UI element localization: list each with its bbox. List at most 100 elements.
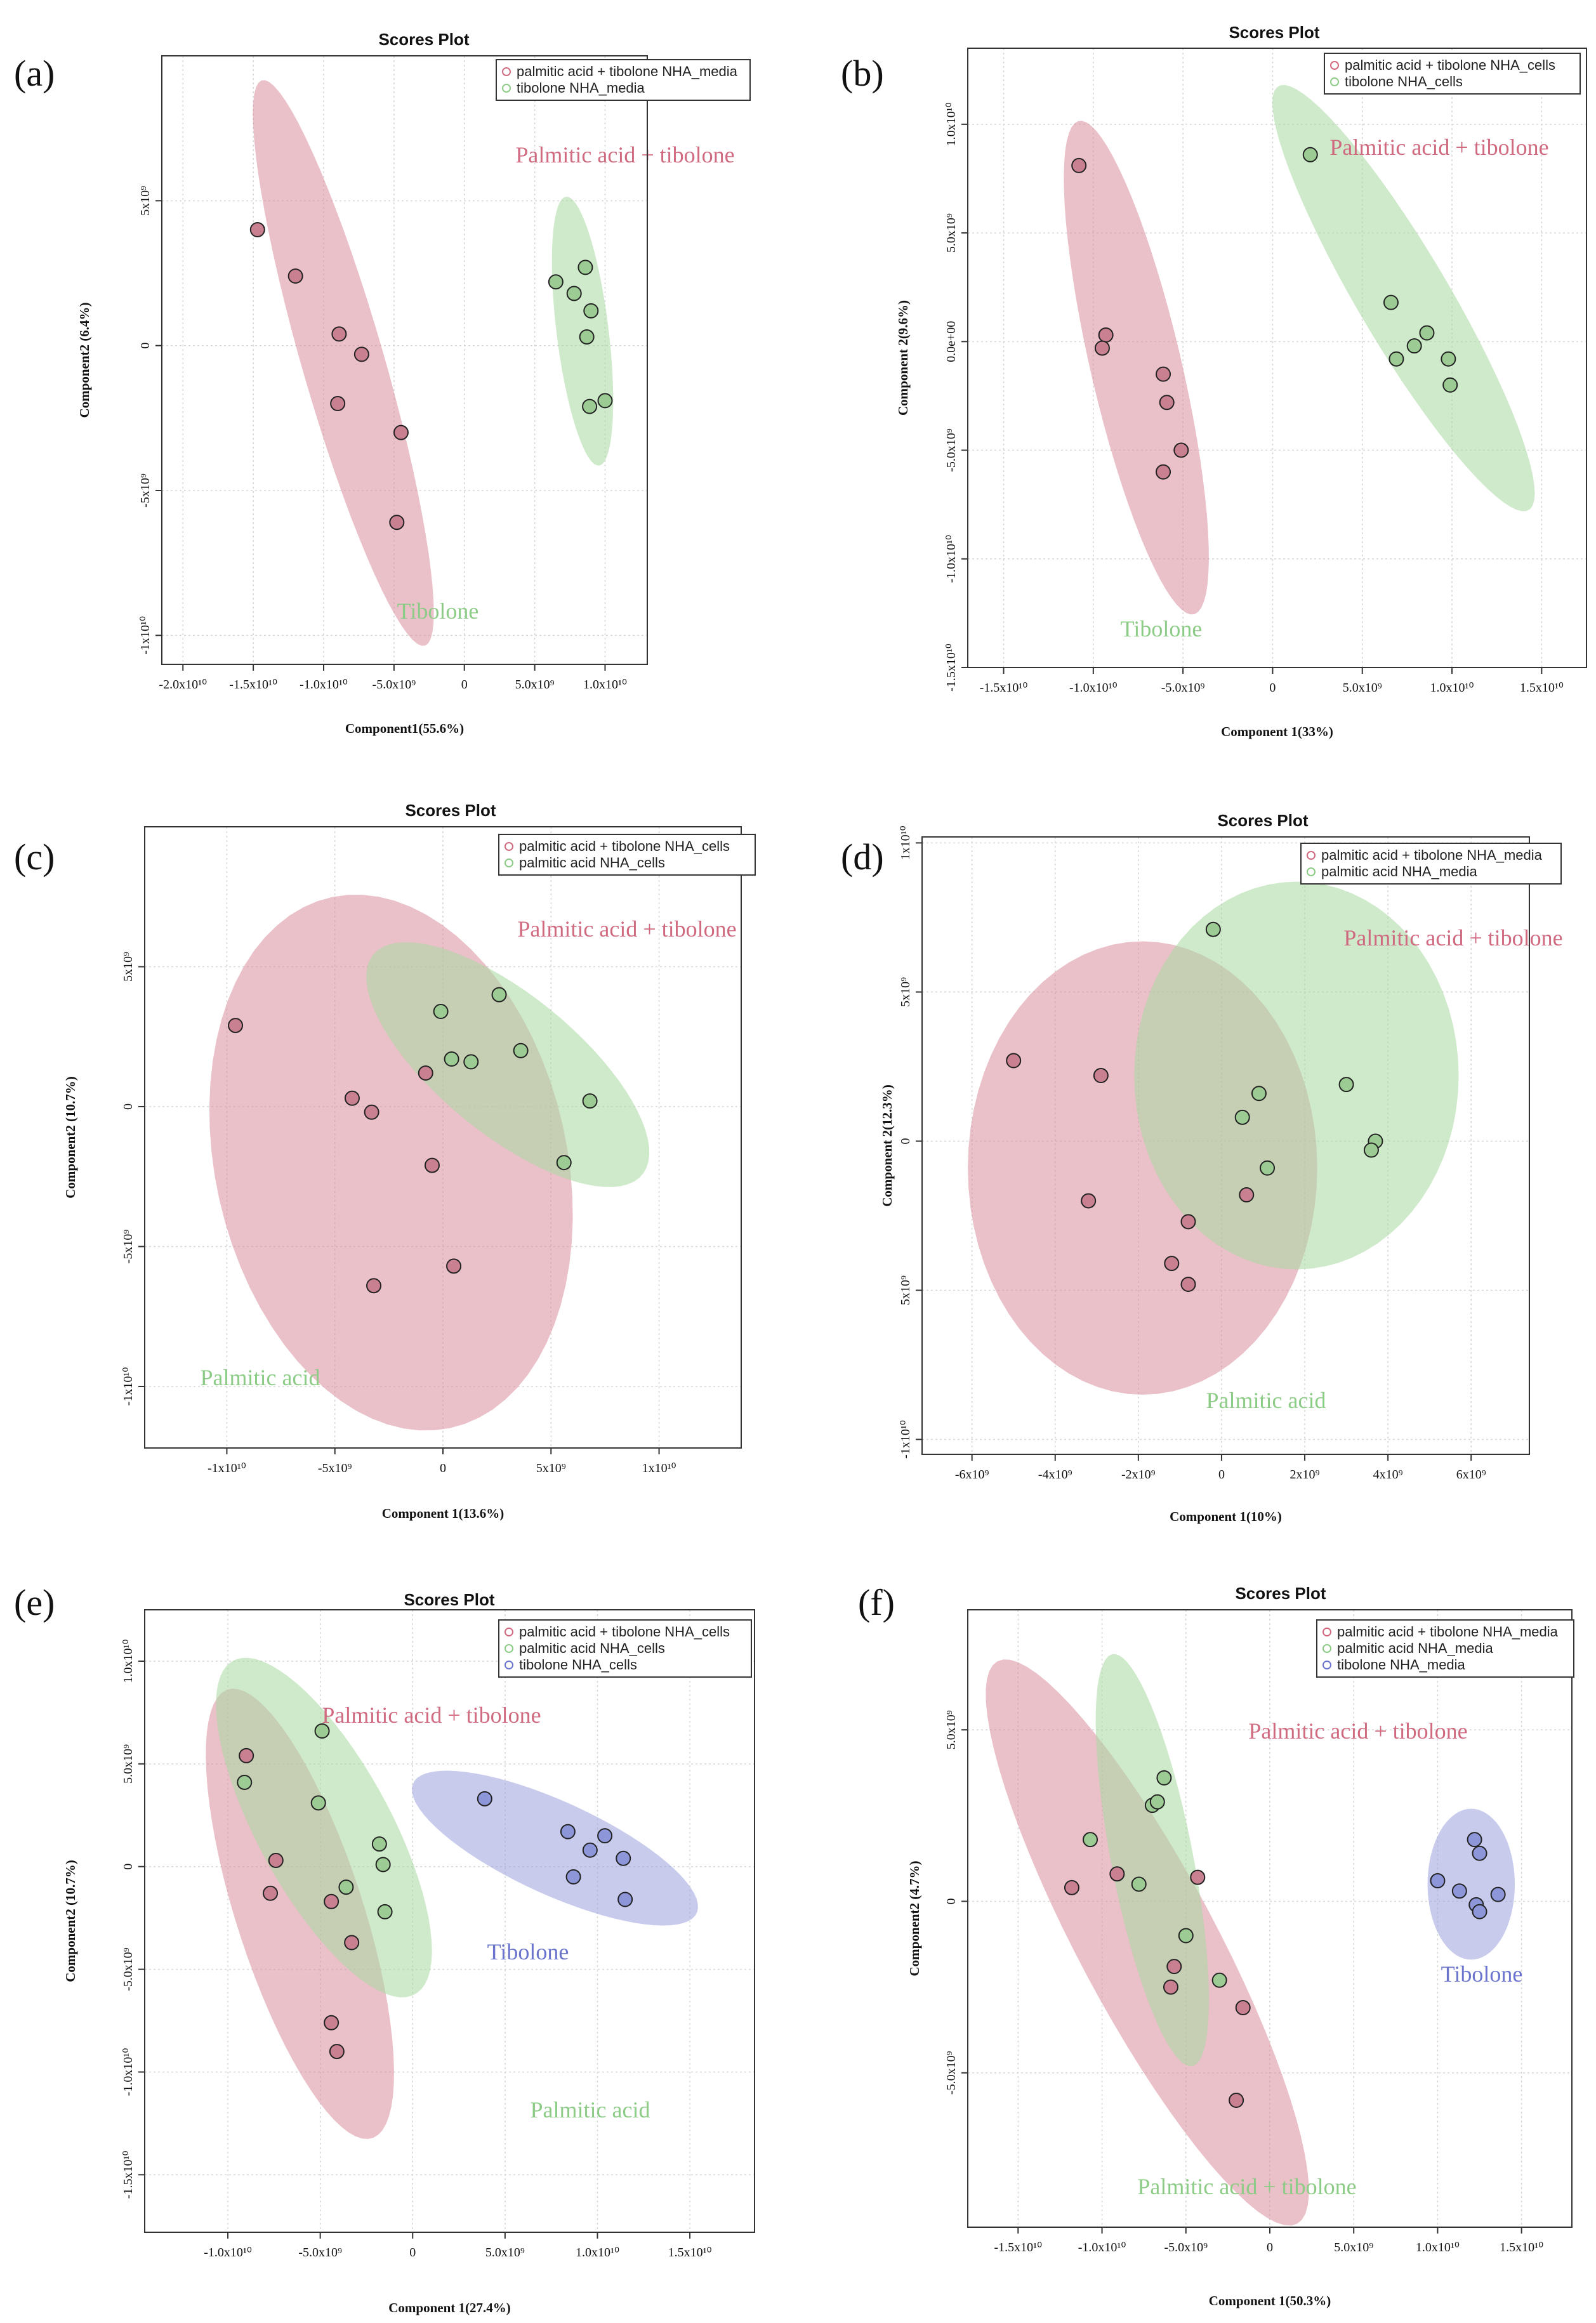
red-data-point xyxy=(228,1018,244,1034)
green-data-point xyxy=(237,1774,253,1790)
plot-area xyxy=(249,80,614,646)
x-tick-label: 0 xyxy=(461,678,468,692)
plot-frame xyxy=(161,55,648,665)
green-data-point xyxy=(579,329,595,345)
red-data-point xyxy=(1071,157,1087,173)
x-tick-label: 0 xyxy=(440,1461,446,1475)
legend-entry: palmitic acid + tibolone NHA_media xyxy=(517,63,738,79)
green-data-point xyxy=(1260,1160,1276,1176)
plot-title: Scores Plot xyxy=(1235,1584,1326,1603)
legend-entry: tibolone NHA_media xyxy=(1337,1657,1466,1673)
green-data-point xyxy=(1234,1109,1250,1125)
plot-frame xyxy=(144,1609,755,2233)
green-data-point xyxy=(314,1723,330,1739)
legend-marker xyxy=(1330,77,1339,86)
red-data-point xyxy=(324,2015,340,2030)
y-axis-label: Component 2(12.3%) xyxy=(880,1084,895,1207)
group-annotation: Palmitic acid xyxy=(531,2097,650,2122)
panel-e: (e) Scores Plot -1.0x10¹⁰ -5.0x10⁹ 0 5.0x10⁹ 1… xyxy=(14,1582,755,2315)
x-axis-label: Component 1(50.3%) xyxy=(1209,2293,1331,2308)
x-tick-label: 0 xyxy=(1218,1468,1225,1482)
red-confidence-ellipse xyxy=(1064,121,1209,615)
legend-entry: palmitic acid + tibolone NHA_cells xyxy=(519,1624,730,1640)
x-tick-label: 1.5x10¹⁰ xyxy=(1520,681,1564,695)
legend-entry: tibolone NHA_media xyxy=(517,80,645,96)
red-data-point xyxy=(1190,1869,1206,1885)
group-annotation: Tibolone xyxy=(1121,616,1203,642)
y-tick-label: 5.0x10⁹ xyxy=(121,1744,135,1784)
red-data-point xyxy=(366,1278,382,1294)
blue-data-point xyxy=(617,1892,633,1907)
y-tick-label: 5x10⁹ xyxy=(138,186,152,216)
red-data-point xyxy=(418,1065,433,1081)
panel-letter: (e) xyxy=(14,1582,55,1623)
blue-data-point xyxy=(1472,1904,1487,1919)
red-data-point xyxy=(1180,1214,1196,1230)
y-tick-label: -1.5x10¹⁰ xyxy=(121,2151,135,2199)
legend-marker xyxy=(505,1661,513,1669)
blue-data-point xyxy=(1472,1845,1487,1861)
legend-marker xyxy=(1322,1628,1331,1636)
red-data-point xyxy=(1164,1256,1180,1272)
x-tick-label: -1.5x10¹⁰ xyxy=(994,2241,1042,2254)
legend: palmitic acid + tibolone NHA_cellspalmit… xyxy=(498,834,756,876)
y-tick-label: 0 xyxy=(899,1138,913,1144)
x-tick-label: -5.0x10⁹ xyxy=(373,678,416,692)
green-data-point xyxy=(556,1155,572,1171)
y-tick-label: -5.0x10⁹ xyxy=(944,428,958,472)
panel-c: (c) Scores Plot -1x10¹⁰ -5x10⁹ 0 5x10⁹ 1x10¹⁰ -… xyxy=(14,801,756,1521)
red-data-point xyxy=(1235,2000,1251,2016)
legend-marker xyxy=(502,84,511,93)
green-data-point xyxy=(1419,325,1435,341)
green-data-point xyxy=(463,1054,479,1070)
green-data-point xyxy=(491,987,507,1003)
x-tick-label: 5.0x10⁹ xyxy=(1343,681,1382,695)
red-data-point xyxy=(353,346,369,362)
legend-marker xyxy=(505,842,513,851)
y-tick-label: -5.0x10⁹ xyxy=(121,1947,135,1991)
red-data-point xyxy=(1093,1068,1109,1084)
x-tick-label: -4x10⁹ xyxy=(1038,1468,1072,1482)
green-data-point xyxy=(444,1051,459,1067)
blue-data-point xyxy=(597,1828,613,1844)
x-axis-label: Component 1(33%) xyxy=(1221,724,1333,739)
x-tick-label: 1.5x10¹⁰ xyxy=(1500,2241,1543,2254)
legend-entry: tibolone NHA_cells xyxy=(1345,74,1463,89)
panel-letter: (c) xyxy=(14,836,55,878)
y-tick-label: -1x10¹⁰ xyxy=(138,616,152,655)
red-data-point xyxy=(1166,1959,1182,1975)
group-annotation: Palmitic acid + tibolone xyxy=(1343,925,1562,951)
plot-frame xyxy=(921,836,1530,1455)
plot-area xyxy=(209,895,650,1431)
x-tick-label: -5.0x10⁹ xyxy=(1161,681,1205,695)
legend-entry: palmitic acid NHA_media xyxy=(1321,864,1478,879)
red-data-point xyxy=(1163,1979,1178,1995)
blue-data-point xyxy=(616,1850,631,1866)
green-data-point xyxy=(1441,351,1456,367)
red-data-point xyxy=(287,268,303,284)
y-axis-label: Component2 (6.4%) xyxy=(77,302,92,418)
legend-box xyxy=(1300,843,1562,885)
group-annotation: Palmitic acid + tibolone xyxy=(515,142,734,168)
red-confidence-ellipse xyxy=(253,80,434,646)
green-data-point xyxy=(1149,1794,1165,1810)
x-tick-label: 6x10⁹ xyxy=(1456,1468,1486,1482)
y-tick-label: 0 xyxy=(121,1103,135,1110)
legend-marker xyxy=(1307,867,1316,876)
blue-confidence-ellipse xyxy=(412,1770,698,1926)
plot-frame xyxy=(144,826,742,1449)
legend-marker xyxy=(502,67,511,76)
green-data-point xyxy=(371,1836,387,1852)
red-data-point xyxy=(389,515,405,530)
red-data-point xyxy=(331,326,347,342)
panel-d: (d) Scores Plot -6x10⁹ -4x10⁹ -2x10⁹ 0 2x10⁹ 4x… xyxy=(841,811,1563,1524)
plot-area xyxy=(986,1654,1515,2226)
y-axis-label: Component2 (10.7%) xyxy=(63,1860,78,1982)
x-tick-label: -1.0x10¹⁰ xyxy=(1069,681,1118,695)
y-tick-label: -1x10¹⁰ xyxy=(121,1367,135,1406)
legend-marker xyxy=(505,1628,513,1636)
y-tick-label: 1.0x10¹⁰ xyxy=(121,1639,135,1683)
x-tick-label: -2.0x10¹⁰ xyxy=(159,678,207,692)
red-data-point xyxy=(239,1747,254,1763)
group-annotation: Palmitic acid + tibolone xyxy=(1248,1718,1467,1744)
